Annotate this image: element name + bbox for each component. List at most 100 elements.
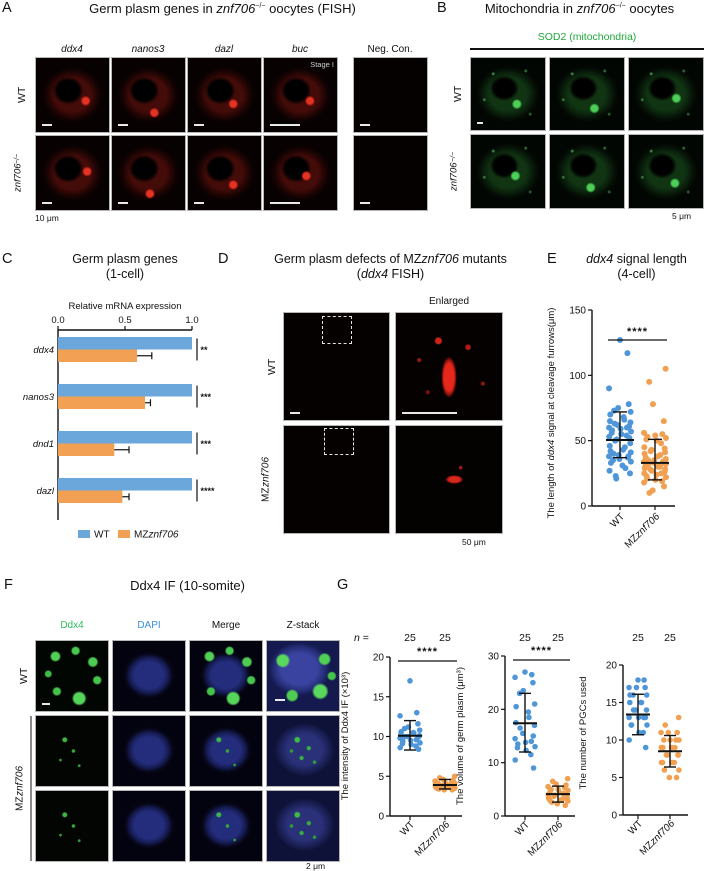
panel-d-row-wt: WT: [264, 312, 280, 421]
scale-bar: [42, 124, 52, 126]
svg-text:5: 5: [611, 773, 617, 784]
panel-f-row-wt: WT: [16, 640, 32, 712]
panel-a-title-text2: oocytes (FISH): [265, 1, 356, 16]
micrograph-f-wt-zstack: [266, 640, 340, 712]
micrograph-f-mut2-merge: [189, 790, 263, 862]
svg-text:MZznf706: MZznf706: [134, 530, 179, 541]
panel-c-title-line2: (1-cell): [105, 267, 145, 281]
svg-text:MZznf706: MZznf706: [638, 818, 678, 858]
row-label-text: WT: [266, 358, 278, 375]
row-label-text: znf706: [12, 163, 24, 193]
panel-a-row-mutant: znf706 −/−: [12, 153, 24, 193]
micrograph-b-mut-1: [470, 134, 546, 209]
svg-text:0.5: 0.5: [118, 315, 131, 326]
svg-text:nanos3: nanos3: [23, 392, 55, 403]
micrograph-f-mut2-zstack: [266, 790, 340, 862]
panel-a-label: A: [2, 0, 12, 16]
micrograph-f-mut1-ddx4: [35, 715, 109, 787]
scale-bar: [290, 412, 300, 414]
title-text2: FISH): [388, 267, 425, 281]
micrograph-a-mut-nanos3: [111, 135, 186, 211]
svg-text:The number of PGCs used: The number of PGCs used: [578, 677, 589, 790]
panel-f-title: Ddx4 IF (10-somite): [130, 578, 245, 593]
svg-text:****: ****: [531, 645, 552, 657]
svg-text:***: ***: [201, 439, 212, 449]
panel-b-title-text: Mitochondria in: [484, 1, 577, 16]
panel-d-scale-text: 50 μm: [462, 537, 486, 547]
svg-text:0.0: 0.0: [51, 315, 64, 326]
micrograph-d-wt-whole: [283, 312, 390, 421]
panel-e-title: ddx4 signal length (4-cell): [562, 252, 711, 282]
svg-text:WT: WT: [608, 511, 627, 530]
micrograph-f-mut2-dapi: [112, 790, 186, 862]
panel-f-scale-text: 2 μm: [306, 861, 326, 871]
micrograph-a-mut-negcon: [353, 135, 428, 211]
scale-bar: [194, 202, 204, 204]
svg-text:20: 20: [606, 661, 618, 672]
svg-text:The intensity of Ddx4 IF (×10³: The intensity of Ddx4 IF (×10³): [340, 672, 351, 801]
svg-text:25: 25: [664, 632, 676, 644]
svg-text:25: 25: [439, 632, 451, 644]
panel-e-title-line1: ddx4 signal length: [562, 252, 711, 267]
stage-label: Stage I: [310, 60, 334, 69]
micrograph-f-mut1-merge: [189, 715, 263, 787]
svg-text:0: 0: [580, 502, 586, 513]
panel-b-title-sup: −/−: [615, 2, 626, 10]
row-label-text: WT: [16, 86, 28, 104]
svg-text:WT: WT: [513, 819, 532, 838]
svg-text:MZznf706: MZznf706: [623, 511, 663, 551]
panel-b-label: B: [437, 0, 447, 16]
svg-text:0: 0: [493, 812, 499, 823]
svg-text:***: ***: [201, 392, 212, 402]
svg-text:****: ****: [627, 326, 648, 338]
title-text2: mutants: [458, 252, 507, 266]
svg-text:25: 25: [552, 632, 564, 644]
micrograph-b-mut-3: [628, 134, 704, 209]
panel-e-title-line2: (4-cell): [617, 267, 656, 281]
panel-a-row-wt: WT: [14, 57, 30, 133]
panel-a-scale-text: 10 μm: [35, 213, 59, 223]
panel-d-enlarged-label: Enlarged: [428, 296, 470, 307]
micrograph-a-mut-ddx4: [35, 135, 110, 211]
micrograph-d-mut-enlarged: [395, 425, 503, 534]
scale-bar: [42, 703, 50, 705]
svg-text:1.0: 1.0: [185, 315, 198, 326]
panel-a-title: Germ plasm genes in znf706−/− oocytes (F…: [35, 1, 410, 16]
svg-text:The length of ddx4 signal at c: The length of ddx4 signal at cleavage fu…: [546, 308, 557, 519]
scale-bar: [194, 124, 204, 126]
panel-c-label: C: [2, 251, 13, 267]
panel-c-title-line1: Germ plasm genes: [72, 252, 178, 266]
svg-text:10: 10: [373, 732, 385, 743]
panel-d-label: D: [218, 251, 229, 267]
panel-a-col-dazl: dazl: [214, 44, 234, 55]
panel-c-title: Germ plasm genes (1-cell): [30, 252, 220, 282]
svg-text:25: 25: [519, 632, 531, 644]
micrograph-f-wt-merge: [189, 640, 263, 712]
panel-g-label: G: [337, 577, 349, 593]
row-label-gene: znf706: [260, 457, 272, 488]
scale-bar: [477, 122, 483, 124]
svg-text:15: 15: [373, 692, 385, 703]
panel-f-row-mutant: MZ znf706: [12, 715, 28, 862]
svg-text:WT: WT: [94, 530, 110, 541]
svg-text:dnd1: dnd1: [33, 439, 54, 450]
scale-bar: [118, 124, 128, 126]
panel-d-title: Germ plasm defects of MZznf706 mutants (…: [238, 252, 543, 282]
micrograph-b-wt-2: [549, 57, 625, 131]
row-label-text: MZ: [14, 796, 26, 811]
scatter-charts-panel-g: The intensity of Ddx4 IF (×10³) 0 5 10 15 20 n…: [340, 632, 688, 859]
micrograph-b-wt-3: [628, 57, 704, 131]
svg-text:dazl: dazl: [37, 486, 55, 497]
panel-a-col-negcon: Neg. Con.: [367, 44, 413, 55]
micrograph-a-mut-dazl: [187, 135, 262, 211]
bar-chart-germ-plasm-genes: Relative mRNA expression 0.0 0.5 1.0 ddx4 ** n…: [23, 301, 215, 541]
svg-text:100: 100: [569, 371, 586, 382]
micrograph-b-wt-1: [470, 57, 546, 131]
panel-a-col-buc: buc: [291, 44, 309, 55]
panel-a-col-nanos3: nanos3: [131, 44, 165, 55]
panel-b-sod2-header: SOD2 (mitochondria): [537, 31, 637, 43]
row-label-text: MZ: [260, 487, 272, 502]
row-label-gene: znf706: [14, 766, 26, 797]
svg-text:****: ****: [417, 646, 438, 658]
